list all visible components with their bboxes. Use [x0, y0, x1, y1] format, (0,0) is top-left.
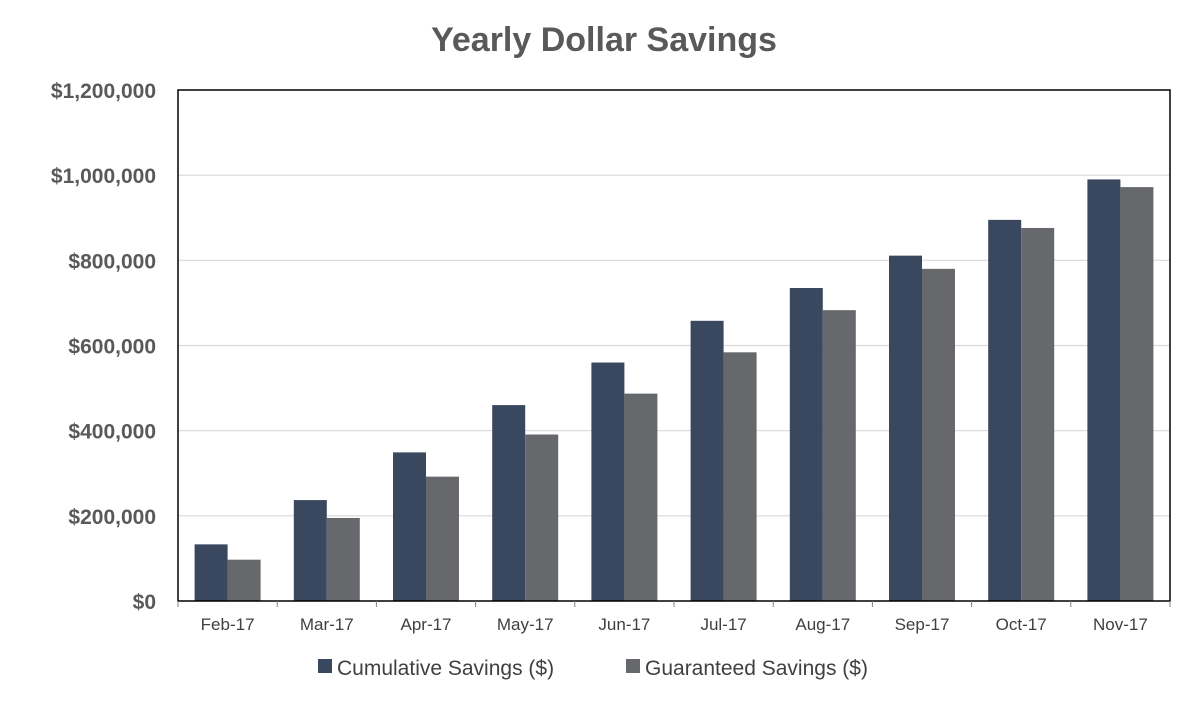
y-tick-label: $0 — [133, 591, 156, 614]
bar-cumulative-savings — [293, 500, 327, 601]
legend-swatch — [626, 659, 640, 673]
bar-guaranteed-savings — [525, 434, 559, 601]
y-tick-label: $1,200,000 — [51, 80, 156, 103]
x-tick-label: Jun-17 — [598, 615, 650, 634]
x-axis-ticks: Feb-17 Mar-17 Apr-17 May-17 Jun-17 Jul-17 Aug-… — [177, 601, 1171, 634]
bar-guaranteed-savings — [624, 393, 658, 601]
x-tick-label: May-17 — [497, 615, 554, 634]
bar-guaranteed-savings — [326, 517, 360, 601]
bar-guaranteed-savings — [227, 559, 261, 601]
x-tick-label: Sep-17 — [895, 615, 950, 634]
bar-cumulative-savings — [789, 288, 823, 601]
y-tick-label: $200,000 — [68, 506, 156, 529]
y-tick-label: $1,000,000 — [51, 165, 156, 188]
x-tick-label: Aug-17 — [795, 615, 850, 634]
bar-guaranteed-savings — [426, 476, 459, 601]
bar-guaranteed-savings — [822, 310, 856, 601]
legend-label: Guaranteed Savings ($) — [645, 657, 868, 680]
legend-swatch — [318, 659, 332, 673]
bar-guaranteed-savings — [723, 352, 757, 601]
bars — [194, 179, 1154, 602]
y-tick-label: $800,000 — [68, 250, 156, 273]
x-tick-label: Apr-17 — [400, 615, 451, 634]
x-tick-label: Feb-17 — [201, 615, 255, 634]
bar-guaranteed-savings — [1021, 227, 1055, 601]
legend-label: Cumulative Savings ($) — [337, 657, 554, 680]
y-axis-ticks: $0 $200,000 $400,000 $600,000 $800,000 $1,000… — [51, 80, 156, 614]
x-tick-label: Mar-17 — [300, 615, 354, 634]
y-tick-label: $600,000 — [68, 336, 156, 359]
x-tick-label: Jul-17 — [700, 615, 746, 634]
legend: Cumulative Savings ($) Guaranteed Savings… — [318, 657, 868, 680]
x-tick-label: Oct-17 — [996, 615, 1047, 634]
bar-cumulative-savings — [1087, 179, 1121, 602]
bar-cumulative-savings — [591, 362, 625, 601]
x-tick-label: Nov-17 — [1093, 615, 1148, 634]
bar-cumulative-savings — [393, 452, 426, 601]
y-tick-label: $400,000 — [68, 421, 156, 444]
bar-guaranteed-savings — [1120, 187, 1154, 601]
bar-cumulative-savings — [194, 544, 228, 601]
bar-cumulative-savings — [690, 320, 724, 601]
bar-cumulative-savings — [889, 255, 922, 601]
bar-cumulative-savings — [988, 219, 1022, 602]
chart-title: Yearly Dollar Savings — [431, 21, 777, 59]
bar-guaranteed-savings — [922, 268, 955, 601]
bar-cumulative-savings — [492, 405, 526, 601]
